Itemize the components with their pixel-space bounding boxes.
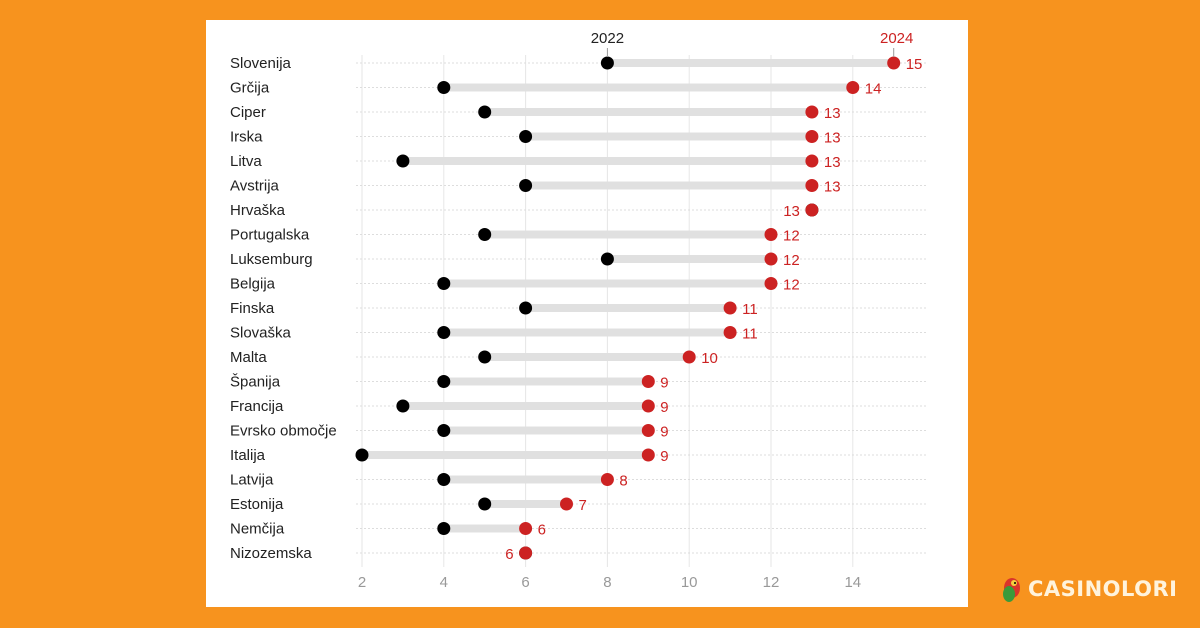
- value-label-2024: 13: [824, 105, 841, 122]
- value-label-2024: 6: [505, 546, 513, 563]
- point-2024: [805, 130, 819, 143]
- point-2024: [723, 326, 737, 339]
- x-tick-label: 6: [521, 574, 529, 591]
- category-label: Malta: [230, 349, 267, 366]
- point-2022: [519, 179, 533, 192]
- value-label-2024: 9: [660, 424, 668, 441]
- point-2024: [846, 81, 860, 94]
- category-label: Nizozemska: [230, 545, 312, 562]
- point-2024: [805, 203, 819, 217]
- category-label: Irska: [230, 129, 263, 146]
- value-label-2024: 11: [742, 326, 758, 343]
- category-label: Slovenija: [230, 55, 292, 72]
- category-label: Italija: [230, 447, 266, 464]
- point-2024: [641, 448, 655, 462]
- category-label: Hrvaška: [230, 202, 286, 219]
- point-2024: [682, 350, 696, 364]
- x-tick-label: 8: [603, 574, 611, 591]
- point-2024: [887, 56, 901, 70]
- point-2022: [437, 522, 451, 535]
- series-label-2022: 2022: [591, 30, 624, 47]
- value-label-2024: 15: [906, 56, 923, 73]
- category-label: Nemčija: [230, 521, 285, 538]
- point-2022: [478, 228, 492, 241]
- point-2022: [437, 424, 451, 437]
- series-label-2024: 2024: [880, 30, 913, 47]
- value-label-2024: 13: [824, 154, 841, 171]
- point-2024: [805, 179, 819, 192]
- point-2022: [437, 375, 451, 388]
- value-label-2024: 8: [619, 473, 627, 490]
- category-label: Litva: [230, 153, 262, 170]
- category-label: Ciper: [230, 104, 266, 121]
- category-label: Luksemburg: [230, 251, 313, 268]
- point-2022: [396, 154, 410, 168]
- category-label: Estonija: [230, 496, 284, 513]
- point-2024: [723, 301, 737, 315]
- category-label: Avstrija: [230, 178, 280, 195]
- x-tick-label: 4: [440, 574, 448, 591]
- point-2022: [396, 399, 410, 413]
- point-2022: [355, 448, 369, 462]
- value-label-2024: 10: [701, 350, 718, 367]
- value-label-2024: 13: [783, 203, 800, 220]
- point-2022: [600, 252, 614, 266]
- point-2024: [805, 154, 819, 168]
- point-2024: [560, 497, 573, 511]
- point-2024: [519, 522, 533, 535]
- x-tick-label: 10: [681, 574, 698, 591]
- point-2024: [764, 228, 778, 241]
- value-label-2024: 6: [538, 522, 546, 539]
- value-label-2024: 9: [660, 375, 668, 392]
- point-2022: [478, 350, 492, 364]
- casinolori-logo: CASINOLORI: [998, 574, 1178, 604]
- logo-text: CASINOLORI: [1028, 577, 1178, 601]
- point-2022: [437, 473, 451, 486]
- value-label-2024: 14: [865, 81, 882, 98]
- point-2024: [641, 424, 655, 437]
- point-2022: [437, 277, 451, 290]
- point-2024: [519, 546, 533, 560]
- parrot-icon: [1003, 578, 1020, 602]
- category-label: Španija: [230, 374, 281, 391]
- point-2024: [600, 473, 614, 486]
- point-2022: [478, 105, 492, 119]
- category-label: Belgija: [230, 276, 276, 293]
- category-label: Latvija: [230, 472, 274, 489]
- x-tick-label: 12: [763, 574, 780, 591]
- point-2024: [764, 277, 778, 290]
- point-2022: [478, 497, 492, 511]
- point-2024: [641, 375, 655, 388]
- value-label-2024: 12: [783, 252, 800, 269]
- x-tick-label: 14: [844, 574, 861, 591]
- value-label-2024: 7: [579, 497, 587, 514]
- point-2022: [519, 301, 533, 315]
- point-2022: [437, 326, 451, 339]
- category-label: Grčija: [230, 80, 270, 97]
- chart-panel: 2 4 6 8 10 12 14 Slovenija 15 Grčija 14 Ciper 13 Irsk…: [206, 20, 968, 607]
- point-2024: [641, 399, 655, 413]
- category-label: Finska: [230, 300, 275, 317]
- point-2024: [764, 252, 778, 266]
- point-2022: [519, 130, 533, 143]
- value-label-2024: 11: [742, 301, 758, 318]
- value-label-2024: 13: [824, 130, 841, 147]
- value-label-2024: 13: [824, 179, 841, 196]
- value-label-2024: 9: [660, 399, 668, 416]
- category-label: Portugalska: [230, 227, 310, 244]
- value-label-2024: 9: [660, 448, 668, 465]
- category-label: Francija: [230, 398, 284, 415]
- point-2022: [437, 81, 451, 94]
- category-label: Slovaška: [230, 325, 292, 342]
- value-label-2024: 12: [783, 228, 800, 245]
- point-2024: [805, 105, 819, 119]
- point-2022: [600, 56, 614, 70]
- value-label-2024: 12: [783, 277, 800, 294]
- dumbbell-chart: 2 4 6 8 10 12 14 Slovenija 15 Grčija 14 Ciper 13 Irsk…: [230, 30, 928, 591]
- category-label: Evrsko območje: [230, 423, 337, 440]
- x-tick-label: 2: [358, 574, 366, 591]
